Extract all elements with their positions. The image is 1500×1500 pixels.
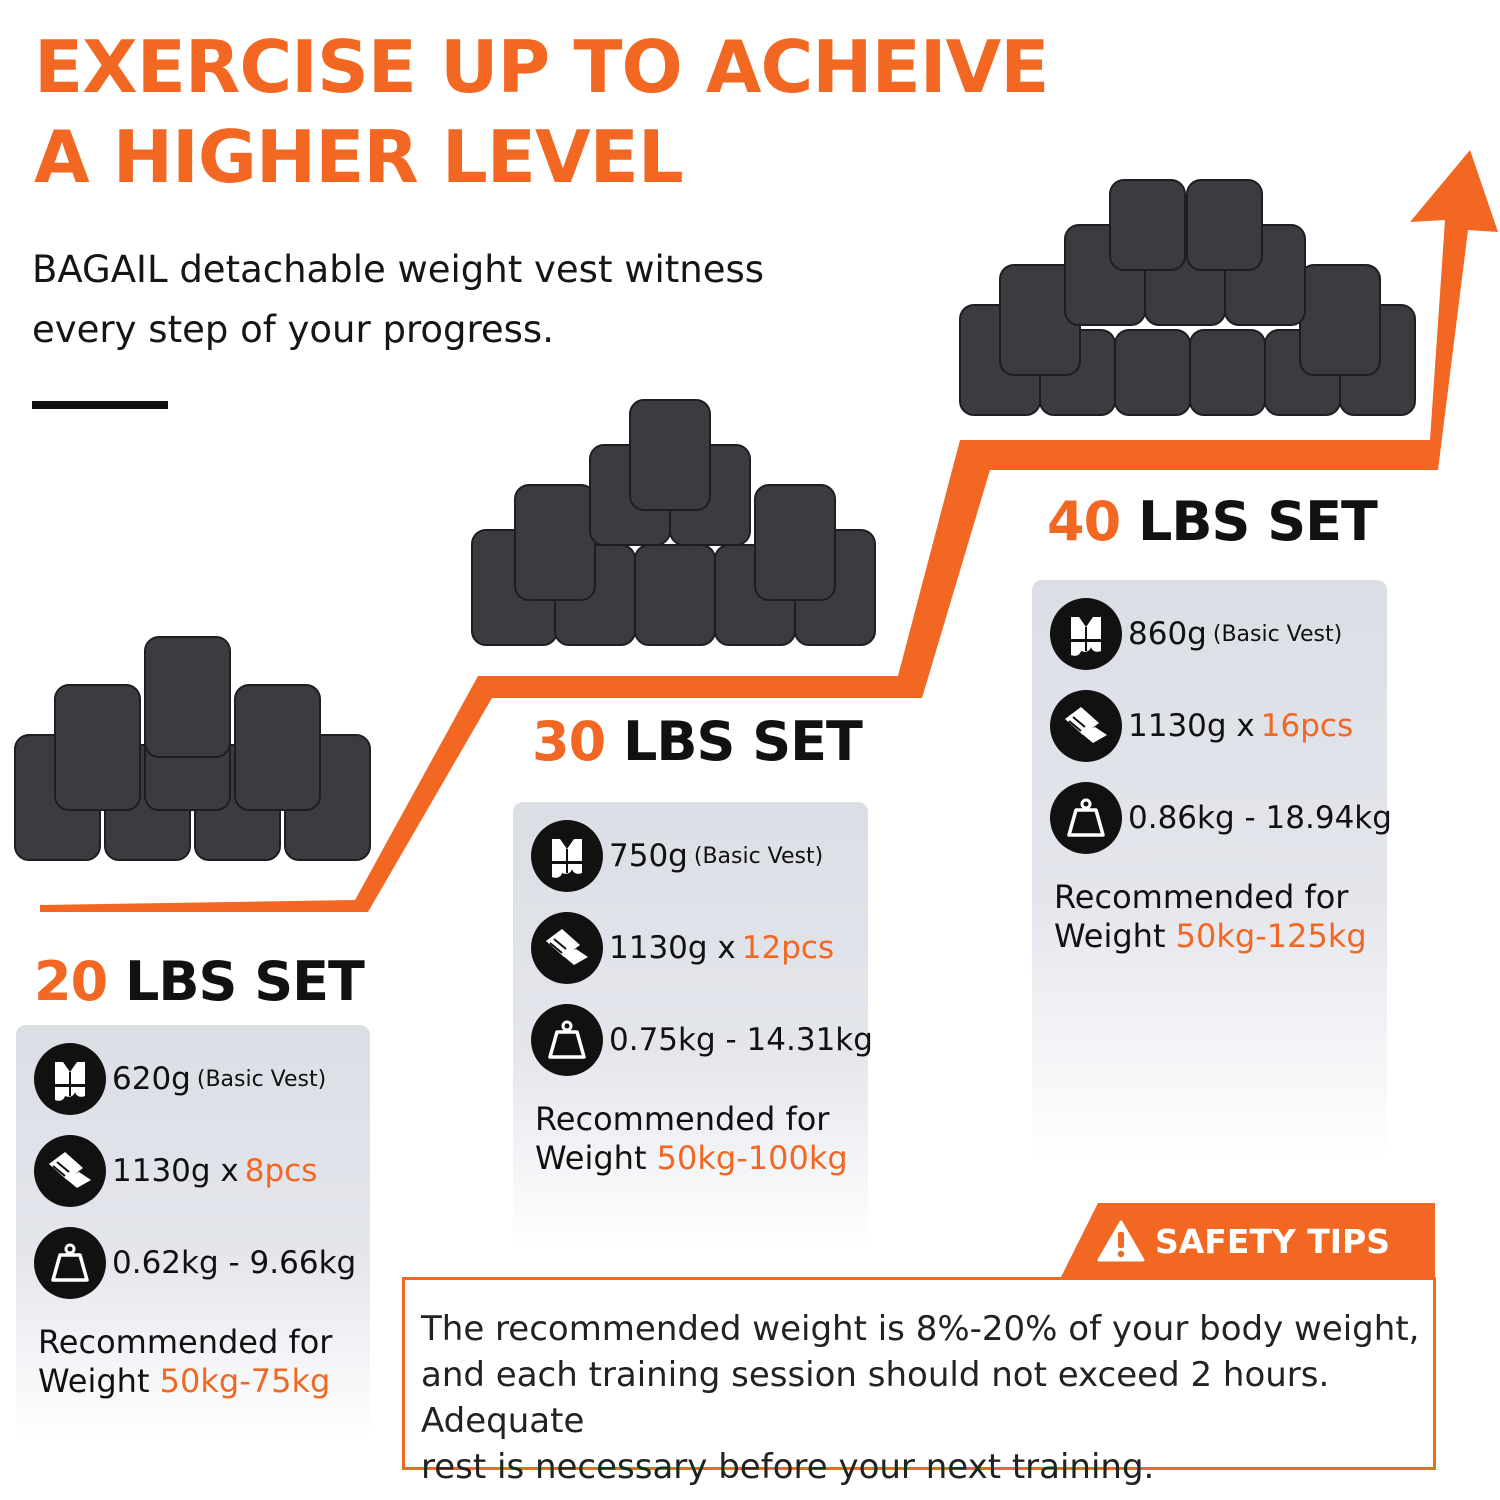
vest-icon: [1050, 598, 1122, 670]
vest-icon: [34, 1043, 106, 1115]
subtitle-line: every step of your progress.: [32, 308, 554, 351]
vest-row: 620g (Basic Vest): [34, 1043, 326, 1115]
blocks-row: 1130g x 12pcs: [531, 912, 834, 984]
weight-range: 0.62kg - 9.66kg: [112, 1245, 357, 1281]
subtitle-line: BAGAIL detachable weight vest witness: [32, 248, 765, 291]
divider: [32, 401, 168, 409]
weight-block: [1109, 179, 1186, 271]
headline-line: A HIGHER LEVEL: [34, 115, 684, 199]
weight-blocks-icon: [34, 1135, 106, 1207]
set-number: 40: [1047, 490, 1121, 553]
weight-range: 0.75kg - 14.31kg: [609, 1022, 873, 1058]
block-count: 12pcs: [741, 930, 835, 966]
set-label: LBS SET: [622, 710, 863, 773]
weight-block: [234, 684, 321, 811]
safety-tips-text: The recommended weight is 8%-20% of your…: [402, 1277, 1436, 1487]
safety-line: The recommended weight is 8%-20% of your…: [421, 1309, 1420, 1349]
weight-block: [634, 544, 716, 646]
vest-weight: 620g: [112, 1061, 191, 1097]
weight-block: [144, 636, 231, 758]
set-label: LBS SET: [124, 950, 365, 1013]
safety-line: rest is necessary before your next train…: [421, 1447, 1155, 1487]
weight-blocks-icon: [531, 912, 603, 984]
rec-line: Recommended for: [38, 1323, 333, 1361]
rec-line: Recommended for: [1054, 878, 1349, 916]
block-count: 8pcs: [244, 1153, 318, 1189]
vest-row: 860g (Basic Vest): [1050, 598, 1342, 670]
set-label: LBS SET: [1137, 490, 1378, 553]
rec-range: 50kg-125kg: [1175, 917, 1367, 955]
set-number: 20: [34, 950, 108, 1013]
set-card-30: 750g (Basic Vest) 1130g x 12pcs 0.75kg - 1…: [513, 802, 873, 1250]
weight-block: [1189, 329, 1266, 416]
set-title-30: 30 LBS SET: [532, 710, 863, 773]
range-row: 0.62kg - 9.66kg: [34, 1227, 356, 1299]
vest-note: (Basic Vest): [196, 1066, 327, 1092]
subtitle: BAGAIL detachable weight vest witness ev…: [32, 240, 764, 360]
blocks-row: 1130g x 16pcs: [1050, 690, 1353, 762]
block-count: 16pcs: [1260, 708, 1354, 744]
vest-weight: 750g: [609, 838, 688, 874]
recommendation: Recommended for Weight 50kg-125kg: [1054, 878, 1367, 956]
vest-note: (Basic Vest): [693, 843, 824, 869]
vest-weight: 860g: [1128, 616, 1207, 652]
set-card-20: 620g (Basic Vest) 1130g x 8pcs 0.62kg - 9.…: [16, 1025, 370, 1440]
weight-range: 0.86kg - 18.94kg: [1128, 800, 1392, 836]
weight-block: [754, 484, 836, 601]
kettle-weight-icon: [531, 1004, 603, 1076]
warning-icon: [1097, 1220, 1145, 1262]
recommendation: Recommended for Weight 50kg-75kg: [38, 1323, 332, 1401]
blocks-row: 1130g x 8pcs: [34, 1135, 317, 1207]
rec-line: Recommended for: [535, 1100, 830, 1138]
block-weight: 1130g x: [609, 930, 736, 966]
safety-tips-label: SAFETY TIPS: [1154, 1221, 1390, 1261]
weight-block: [629, 399, 711, 511]
block-weight: 1130g x: [1128, 708, 1255, 744]
vest-icon: [531, 820, 603, 892]
set-card-40: 860g (Basic Vest) 1130g x 16pcs 0.86kg - 1…: [1032, 580, 1392, 1160]
rec-prefix: Weight: [535, 1139, 647, 1177]
vest-row: 750g (Basic Vest): [531, 820, 823, 892]
set-number: 30: [532, 710, 606, 773]
weight-block: [54, 684, 141, 811]
vest-note: (Basic Vest): [1212, 621, 1343, 647]
weight-block: [1299, 264, 1381, 376]
rec-prefix: Weight: [1054, 917, 1166, 955]
recommendation: Recommended for Weight 50kg-100kg: [535, 1100, 848, 1178]
block-weight: 1130g x: [112, 1153, 239, 1189]
kettle-weight-icon: [1050, 782, 1122, 854]
safety-tips-header: SAFETY TIPS: [1060, 1203, 1435, 1279]
set-title-40: 40 LBS SET: [1047, 490, 1378, 553]
weight-block: [1114, 329, 1191, 416]
headline-line: EXERCISE UP TO ACHEIVE: [34, 25, 1049, 109]
weight-block: [1186, 179, 1263, 271]
rec-prefix: Weight: [38, 1362, 150, 1400]
kettle-weight-icon: [34, 1227, 106, 1299]
safety-line: and each training session should not exc…: [421, 1355, 1330, 1441]
headline: EXERCISE UP TO ACHEIVE A HIGHER LEVEL: [34, 22, 1049, 202]
range-row: 0.75kg - 14.31kg: [531, 1004, 873, 1076]
rec-range: 50kg-75kg: [159, 1362, 331, 1400]
rec-range: 50kg-100kg: [656, 1139, 848, 1177]
range-row: 0.86kg - 18.94kg: [1050, 782, 1392, 854]
weight-block: [514, 484, 596, 601]
set-title-20: 20 LBS SET: [34, 950, 365, 1013]
weight-blocks-icon: [1050, 690, 1122, 762]
